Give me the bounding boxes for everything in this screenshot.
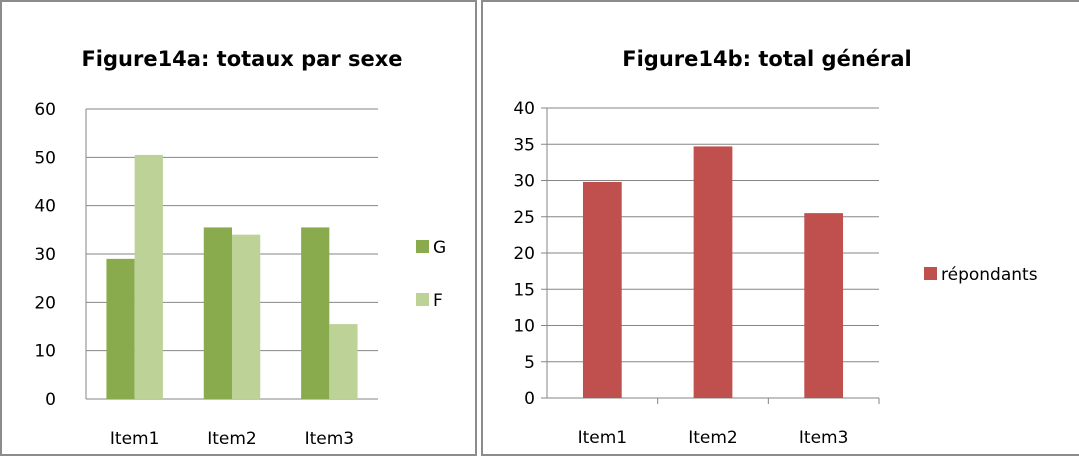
legend-label: G <box>433 238 446 258</box>
chart-title: Figure14b: total général <box>622 47 911 71</box>
y-tick-label: 20 <box>513 244 535 264</box>
bar-item2-f <box>232 234 261 399</box>
legend-label: F <box>433 291 443 311</box>
chart-total-general: Figure14b: total général 0 5 10 15 20 25 30 35 4… <box>513 47 1038 448</box>
y-tick-label: 60 <box>34 100 56 120</box>
bar-item1-g <box>106 258 135 399</box>
chart-panel-total-general: Figure14b: total général 0 5 10 15 20 25 30 35 4… <box>481 0 1079 456</box>
chart-title: Figure14a: totaux par sexe <box>81 47 402 71</box>
y-tick-label: 5 <box>524 353 535 373</box>
y-tick-label: 35 <box>513 135 535 155</box>
bar-item1-r-pondants <box>582 181 622 398</box>
bar-item2-r-pondants <box>693 146 733 398</box>
bar-item2-g <box>203 227 232 399</box>
x-tick-label: Item2 <box>688 428 738 448</box>
bar-item3-f <box>329 324 358 399</box>
y-tick-label: 40 <box>513 99 535 119</box>
x-tick-label: Item1 <box>110 429 160 449</box>
chart-panel-totaux-par-sexe: Figure14a: totaux par sexe 0 10 20 30 40 50 60… <box>0 0 477 456</box>
y-tick-label: 0 <box>524 389 535 409</box>
bar-item3-r-pondants <box>804 213 844 398</box>
y-tick-label: 25 <box>513 208 535 228</box>
y-tick-label: 30 <box>513 172 535 192</box>
y-tick-label: 15 <box>513 280 535 300</box>
y-tick-label: 0 <box>45 390 56 410</box>
x-tick-label: Item2 <box>207 429 257 449</box>
x-tick-label: Item1 <box>578 428 628 448</box>
bar-item1-f <box>134 154 163 399</box>
y-tick-label: 30 <box>34 245 56 265</box>
x-tick-label: Item3 <box>305 429 355 449</box>
y-tick-label: 10 <box>34 342 56 362</box>
x-tick-label: Item3 <box>799 428 849 448</box>
y-tick-label: 50 <box>34 148 56 168</box>
bar-item3-g <box>301 227 330 399</box>
legend-swatch-g <box>416 240 429 253</box>
legend-swatch-f <box>416 293 429 306</box>
legend-swatch-r-pondants <box>924 267 937 280</box>
y-tick-label: 20 <box>34 293 56 313</box>
y-tick-label: 40 <box>34 197 56 217</box>
y-tick-label: 10 <box>513 317 535 337</box>
legend-label: répondants <box>941 265 1038 285</box>
chart-totaux-par-sexe: Figure14a: totaux par sexe 0 10 20 30 40 50 60… <box>34 47 446 449</box>
